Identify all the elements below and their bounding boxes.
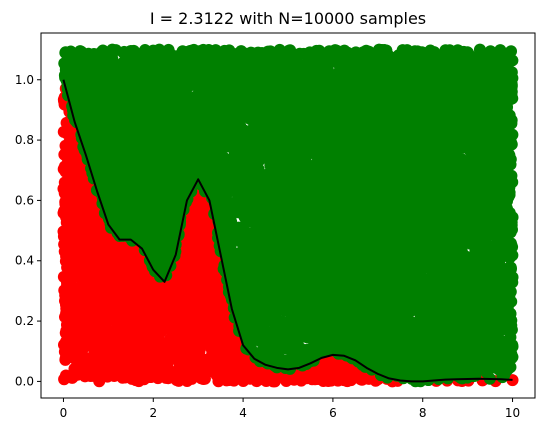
sample-point-below (187, 254, 200, 267)
sample-point-below (138, 304, 151, 317)
sample-point-below (217, 337, 230, 350)
sample-point-below (253, 373, 265, 386)
sample-point-below (196, 327, 209, 340)
sample-point-below (236, 373, 249, 386)
sample-point-below (59, 198, 72, 211)
sample-point-below (200, 220, 213, 233)
sample-point-below (58, 160, 71, 173)
sample-point-below (86, 369, 99, 382)
sample-point-below (143, 369, 156, 382)
sample-point-below (179, 356, 192, 369)
sample-point-below (196, 363, 209, 376)
sample-point-below (325, 374, 338, 387)
sample-point-below (72, 355, 85, 368)
sample-point-below (158, 363, 171, 376)
sample-point-below (103, 313, 116, 326)
sample-point-below (124, 305, 137, 318)
sample-point-below (78, 291, 91, 304)
sample-point-below (88, 343, 101, 356)
sample-point-below (98, 337, 111, 350)
sample-point-below (164, 353, 177, 365)
sample-point-below (106, 302, 119, 315)
sample-point-below (64, 226, 77, 239)
sample-point-below (70, 249, 83, 262)
sample-point-below (114, 319, 127, 332)
sample-point-below (170, 374, 183, 386)
sample-point-below (65, 305, 78, 318)
sample-point-below (61, 289, 74, 302)
sample-point-below (102, 262, 115, 275)
sample-point-below (167, 287, 180, 300)
sample-point-below (188, 241, 201, 254)
sample-point-below (160, 342, 173, 355)
sample-point-below (135, 268, 148, 281)
sample-point-below (125, 279, 138, 292)
sample-point-below (181, 271, 194, 284)
sample-point-below (116, 257, 129, 270)
sample-point-below (117, 353, 130, 366)
sample-point-below (156, 281, 169, 294)
sample-point-below (75, 270, 88, 283)
sample-point-below (97, 246, 110, 259)
sample-point-below (211, 361, 224, 374)
sample-point-below (177, 331, 190, 344)
sample-point-below (201, 303, 214, 316)
sample-point-below (105, 359, 118, 372)
sample-point-below (77, 194, 90, 207)
sample-point-below (147, 325, 160, 338)
sample-point-below (77, 341, 90, 354)
sample-point-below (60, 211, 73, 224)
sample-point-below (82, 211, 95, 224)
sample-point-below (69, 182, 82, 195)
sample-point-below (90, 232, 103, 245)
sample-point-below (113, 267, 126, 280)
chart-title: I = 2.3122 with N=10000 samples (150, 9, 426, 28)
sample-point-below (133, 349, 146, 362)
sample-point-below (208, 313, 221, 326)
sample-point-below (95, 291, 108, 304)
sample-point-below (144, 291, 157, 304)
sample-point-below (102, 280, 115, 293)
sample-point-below (119, 371, 132, 384)
sample-point-below (64, 315, 77, 328)
sample-point-below (71, 211, 84, 224)
points-below-curve (57, 82, 519, 388)
sample-point-below (97, 324, 110, 337)
sample-point-below (195, 275, 208, 288)
sample-point-below (175, 311, 188, 324)
